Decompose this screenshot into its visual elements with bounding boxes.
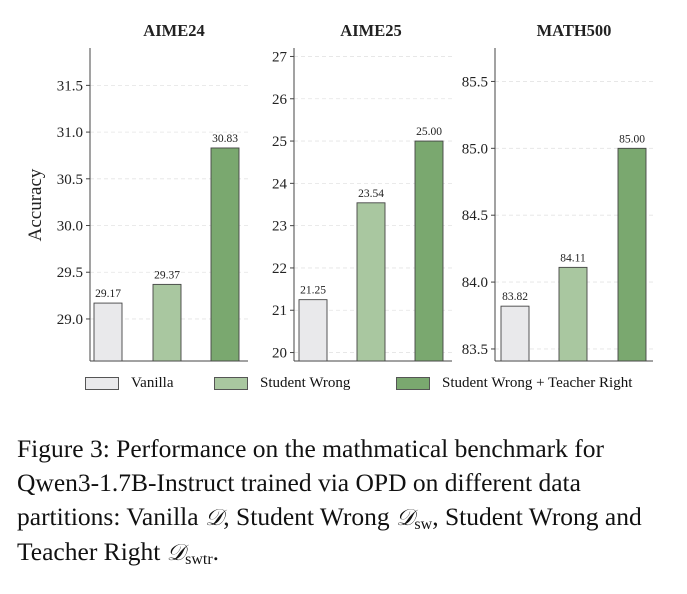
caption-subscript-sw: sw <box>414 516 433 533</box>
legend-swatch-vanilla <box>85 376 119 390</box>
math500-value-label-2: 85.00 <box>619 133 645 145</box>
aime25-ytick-label: 21 <box>272 303 287 319</box>
aime25-ytick-label: 27 <box>272 49 288 65</box>
aime24-bar-1 <box>152 283 182 362</box>
legend-swatch-student-wrong-teacher-right <box>396 376 430 390</box>
aime24-ytick-label: 30.5 <box>57 172 83 188</box>
aime24-ytick-label: 30.0 <box>57 219 83 235</box>
math500-ytick-label: 84.0 <box>462 275 488 291</box>
math500-ytick-label: 84.5 <box>462 208 488 224</box>
aime25-ytick-label: 20 <box>272 346 287 362</box>
aime25-value-label-1: 23.54 <box>358 188 384 200</box>
aime24-ytick-label: 31.5 <box>57 78 83 94</box>
caption-subscript-swtr: swtr <box>185 551 213 568</box>
math500-ytick-label: 85.0 <box>462 141 488 157</box>
aime25-bar-0 <box>298 299 328 362</box>
legend-item-student-wrong: Student Wrong <box>214 372 350 394</box>
math500-ytick-label: 85.5 <box>462 74 488 90</box>
legend: Vanilla Student Wrong Student Wrong + Te… <box>0 372 687 394</box>
math500-value-label-1: 84.11 <box>560 252 586 264</box>
legend-item-student-wrong-teacher-right: Student Wrong + Teacher Right <box>396 372 632 394</box>
legend-label-vanilla: Vanilla <box>131 374 174 391</box>
math500-ytick-label: 83.5 <box>462 342 488 358</box>
aime25-ytick-label: 22 <box>272 261 287 277</box>
aime24-value-label-0: 29.17 <box>95 288 121 300</box>
math500-bar-2 <box>617 147 647 362</box>
caption-d-symbol-sw: 𝒟 <box>396 505 415 531</box>
legend-swatch-student-wrong <box>214 376 248 390</box>
caption-d-symbol-vanilla: 𝒟 <box>204 505 224 531</box>
figure-caption: Figure 3: Performance on the mathmatical… <box>17 432 677 570</box>
aime24-bar-0 <box>93 302 123 362</box>
aime24-ytick-label: 29.0 <box>57 312 83 328</box>
aime24-value-label-1: 29.37 <box>154 269 180 281</box>
caption-d-symbol-swtr: 𝒟 <box>166 540 186 566</box>
legend-label-student-wrong: Student Wrong <box>260 374 351 391</box>
aime25-ytick-label: 25 <box>272 134 287 150</box>
caption-suffix: . <box>212 537 220 566</box>
caption-prefix: Figure 3: Performance on the mathmatical… <box>17 434 604 531</box>
aime25-bar-1 <box>356 202 386 362</box>
aime24-ytick-label: 31.0 <box>57 125 83 141</box>
aime24-ytick-label: 29.5 <box>57 265 83 281</box>
aime25-ytick-label: 26 <box>272 92 288 108</box>
aime25-value-label-2: 25.00 <box>416 126 442 138</box>
aime25-ytick-label: 23 <box>272 219 287 235</box>
aime25-ytick-label: 24 <box>272 176 288 192</box>
aime24-bar-2 <box>210 147 240 362</box>
math500-bar-0 <box>500 305 530 362</box>
legend-item-vanilla: Vanilla <box>85 372 174 394</box>
y-axis-label: Accuracy <box>25 168 46 241</box>
chart-area: 29.0 29.5 30.0 30.5 31.0 31.5 29.17 29.37 30.83 A… <box>25 21 653 362</box>
aime24-title: AIME24 <box>143 21 204 40</box>
caption-mid2: , Student Wrong and Teacher Right <box>17 502 642 566</box>
math500-title: MATH500 <box>537 21 612 40</box>
aime24-value-label-2: 30.83 <box>212 133 238 145</box>
math500-value-label-0: 83.82 <box>502 291 528 303</box>
caption-mid1: , Student Wrong <box>223 502 397 531</box>
aime25-value-label-0: 21.25 <box>300 285 326 297</box>
legend-label-student-wrong-teacher-right: Student Wrong + Teacher Right <box>442 374 633 391</box>
aime25-bar-2 <box>414 140 444 362</box>
aime25-title: AIME25 <box>340 21 401 40</box>
math500-bar-1 <box>558 266 588 362</box>
